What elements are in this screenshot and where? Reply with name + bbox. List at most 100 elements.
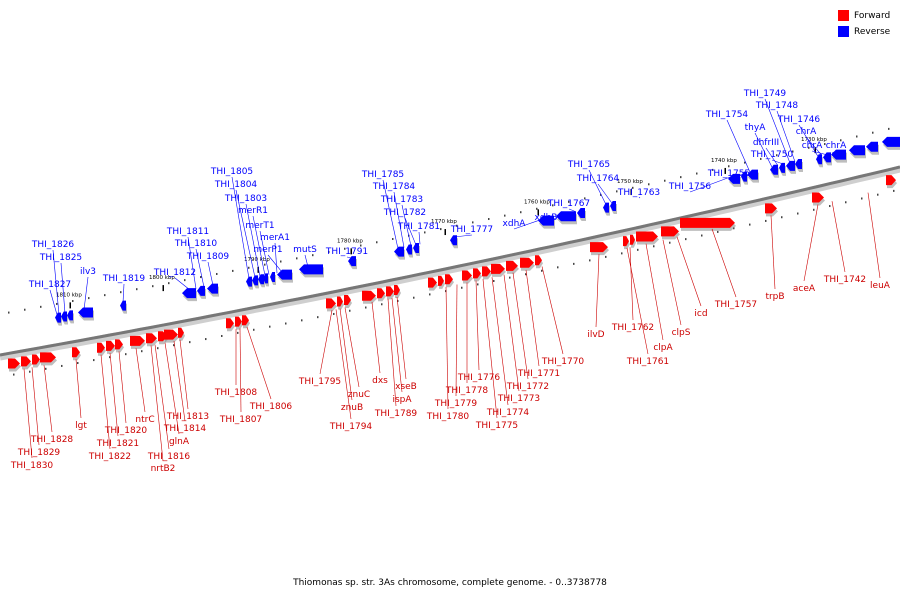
reverse-gene-label[interactable]: chrA [796, 127, 817, 137]
forward-gene-label[interactable]: ntrC [135, 415, 154, 425]
forward-gene[interactable] [445, 274, 453, 285]
reverse-gene[interactable] [770, 164, 778, 175]
forward-gene[interactable] [106, 340, 115, 351]
forward-gene[interactable] [428, 277, 437, 288]
reverse-gene-label[interactable]: xdhB [535, 213, 558, 223]
reverse-gene-label[interactable]: THI_1811 [166, 227, 209, 237]
forward-gene[interactable] [661, 226, 679, 237]
forward-gene-label[interactable]: THI_1778 [445, 386, 489, 396]
forward-gene-label[interactable]: THI_1780 [426, 412, 470, 422]
reverse-gene[interactable] [610, 201, 616, 212]
reverse-gene-label[interactable]: THI_1819 [102, 274, 146, 284]
forward-gene[interactable] [473, 268, 481, 279]
reverse-gene[interactable] [299, 264, 323, 275]
forward-gene-label[interactable]: THI_1770 [541, 357, 585, 367]
forward-gene-label[interactable]: THI_1795 [298, 377, 341, 387]
forward-gene[interactable] [394, 284, 400, 295]
reverse-gene[interactable] [866, 141, 878, 152]
forward-gene-label[interactable]: THI_1742 [823, 275, 866, 285]
forward-gene-label[interactable]: THI_1814 [163, 424, 207, 434]
forward-gene-label[interactable]: lgt [75, 421, 87, 431]
forward-gene[interactable] [72, 347, 80, 358]
forward-gene-label[interactable]: THI_1808 [214, 388, 258, 398]
reverse-gene-label[interactable]: merT1 [245, 221, 274, 231]
reverse-gene-label[interactable]: THI_1805 [210, 167, 253, 177]
reverse-gene[interactable] [831, 149, 846, 160]
forward-gene-label[interactable]: znuC [348, 390, 370, 400]
forward-gene-label[interactable]: trpB [765, 292, 784, 302]
reverse-gene[interactable] [406, 244, 412, 255]
reverse-gene-label[interactable]: THI_1782 [383, 208, 426, 218]
reverse-gene[interactable] [67, 310, 73, 321]
forward-gene-label[interactable]: clpA [653, 343, 673, 353]
forward-gene[interactable] [482, 266, 491, 277]
reverse-gene[interactable] [779, 162, 785, 173]
forward-gene-label[interactable]: THI_1816 [147, 452, 191, 462]
reverse-gene[interactable] [252, 275, 258, 286]
reverse-gene-label[interactable]: THI_1826 [31, 240, 75, 250]
reverse-gene[interactable] [816, 154, 822, 165]
forward-gene[interactable] [242, 315, 249, 326]
reverse-gene-label[interactable]: THI_1749 [743, 89, 787, 99]
reverse-gene-label[interactable]: THI_1791 [325, 247, 368, 257]
forward-gene-label[interactable]: glnA [169, 437, 190, 447]
forward-gene-label[interactable]: THI_1829 [17, 448, 61, 458]
forward-gene-label[interactable]: nrtB2 [151, 464, 176, 474]
reverse-gene[interactable] [394, 246, 404, 257]
forward-gene[interactable] [812, 192, 824, 203]
forward-gene-label[interactable]: THI_1794 [329, 422, 373, 432]
reverse-gene-label[interactable]: THI_1763 [617, 188, 660, 198]
forward-gene-label[interactable]: THI_1830 [10, 461, 54, 471]
forward-gene[interactable] [630, 234, 635, 245]
forward-gene[interactable] [178, 327, 184, 338]
reverse-gene[interactable] [246, 276, 252, 287]
reverse-gene-label[interactable]: xdhA [503, 219, 527, 229]
reverse-gene[interactable] [61, 311, 67, 322]
forward-gene[interactable] [362, 290, 376, 301]
forward-gene[interactable] [386, 286, 394, 297]
forward-gene-label[interactable]: THI_1774 [486, 408, 530, 418]
forward-gene-label[interactable]: THI_1789 [374, 409, 418, 419]
forward-gene-label[interactable]: ilvD [587, 330, 604, 340]
reverse-gene[interactable] [197, 285, 205, 296]
reverse-gene[interactable] [120, 300, 126, 311]
forward-gene-label[interactable]: THI_1820 [104, 426, 148, 436]
reverse-gene[interactable] [556, 211, 576, 222]
forward-gene[interactable] [146, 333, 157, 344]
forward-gene-label[interactable]: THI_1776 [457, 373, 501, 383]
forward-gene[interactable] [886, 175, 896, 186]
forward-gene-label[interactable]: THI_1779 [434, 399, 478, 409]
reverse-gene-label[interactable]: THI_1812 [153, 268, 196, 278]
reverse-gene[interactable] [786, 160, 795, 171]
forward-gene[interactable] [130, 335, 145, 346]
forward-gene-label[interactable]: THI_1806 [249, 402, 293, 412]
forward-gene-label[interactable]: THI_1813 [166, 412, 209, 422]
forward-gene-label[interactable]: leuA [870, 281, 891, 291]
forward-gene-label[interactable]: xseB [395, 382, 417, 392]
forward-gene-label[interactable]: THI_1757 [714, 300, 757, 310]
reverse-gene-label[interactable]: merA1 [260, 233, 290, 243]
forward-gene-label[interactable]: aceA [793, 284, 816, 294]
reverse-gene[interactable] [849, 145, 865, 156]
forward-gene[interactable] [337, 296, 343, 307]
reverse-gene-label[interactable]: THI_1781 [397, 222, 440, 232]
reverse-gene[interactable] [270, 271, 275, 282]
forward-gene[interactable] [438, 275, 444, 286]
forward-gene-label[interactable]: znuB [341, 403, 363, 413]
reverse-gene[interactable] [55, 312, 61, 323]
reverse-gene-label[interactable]: mutS [293, 245, 317, 255]
forward-gene[interactable] [164, 329, 178, 340]
reverse-gene-label[interactable]: THI_1764 [576, 174, 620, 184]
forward-gene[interactable] [115, 339, 123, 350]
forward-gene-label[interactable]: ispA [392, 395, 412, 405]
reverse-gene[interactable] [450, 235, 457, 246]
forward-gene[interactable] [326, 298, 336, 309]
reverse-gene-label[interactable]: THI_1777 [450, 225, 493, 235]
reverse-gene-label[interactable]: merR1 [238, 206, 268, 216]
reverse-gene-label[interactable]: THI_1810 [174, 239, 218, 249]
reverse-gene-label[interactable]: THI_1803 [224, 194, 267, 204]
forward-gene[interactable] [344, 295, 351, 306]
reverse-gene-label[interactable]: THI_1785 [361, 170, 404, 180]
forward-gene[interactable] [8, 358, 20, 369]
reverse-gene[interactable] [795, 159, 802, 170]
